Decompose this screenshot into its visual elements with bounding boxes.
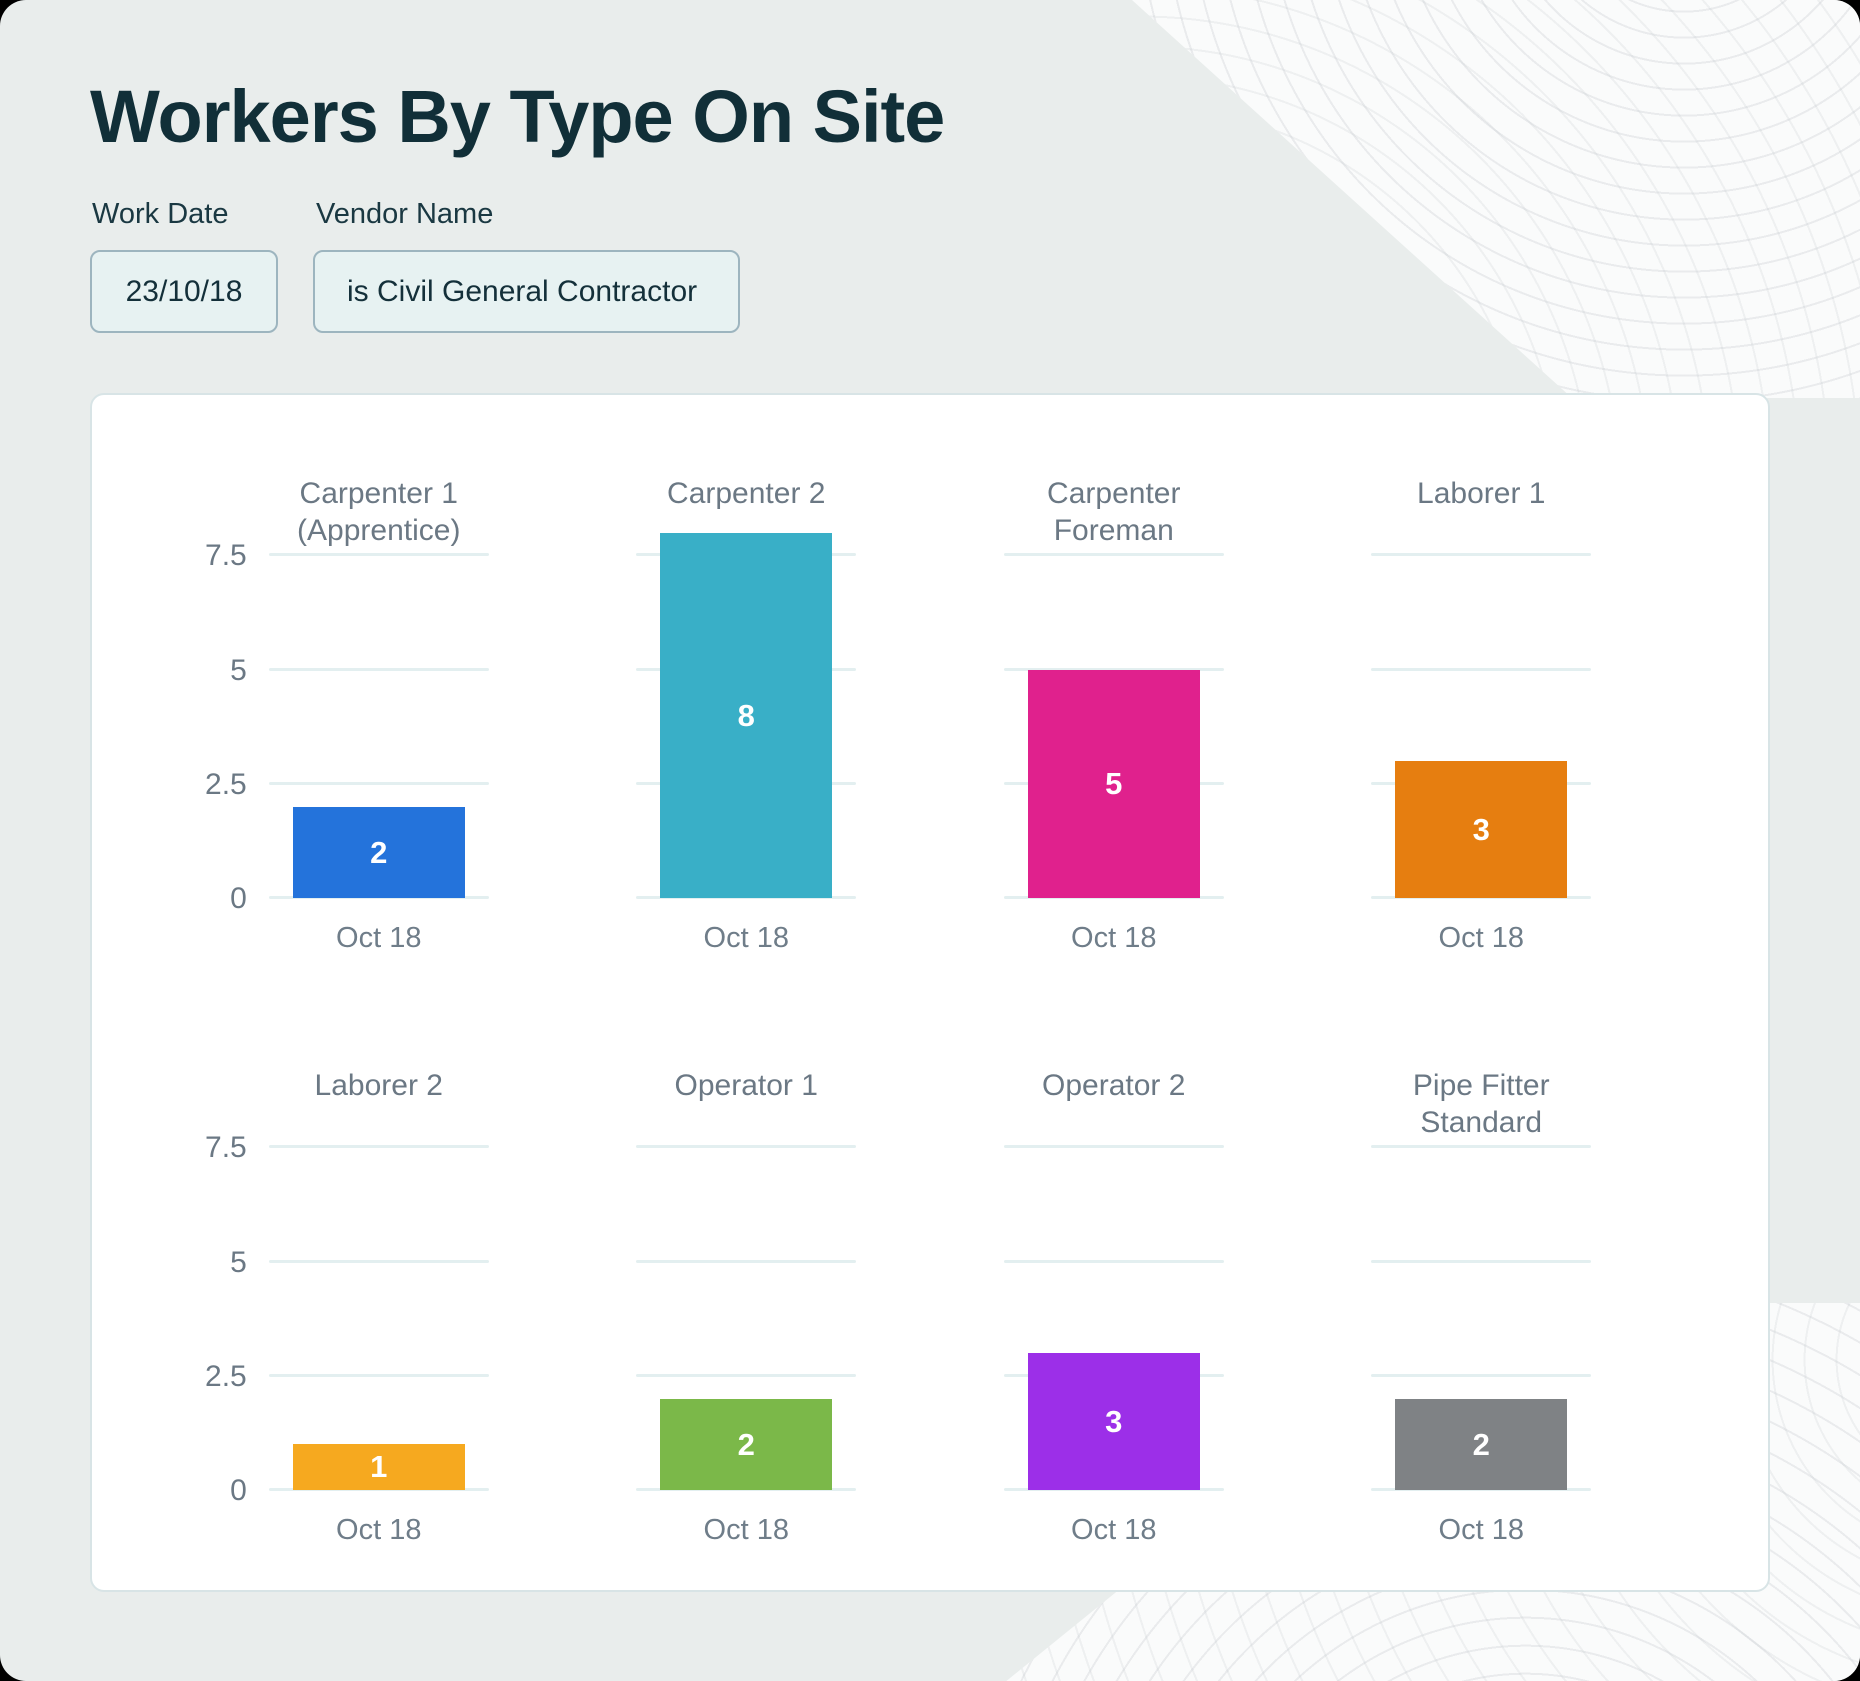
gridline	[1371, 1374, 1592, 1377]
bar-value-label: 5	[1105, 766, 1123, 801]
gridline	[268, 1260, 489, 1263]
chart-cell: Laborer 1 3 Oct 18	[1298, 475, 1666, 955]
chart-cell: Operator 1 2 Oct 18	[563, 1067, 931, 1547]
x-axis-label: Oct 18	[1438, 922, 1524, 954]
bar: 3	[1395, 761, 1568, 898]
gridline	[1003, 668, 1224, 671]
x-axis-label: Oct 18	[1438, 1514, 1524, 1546]
y-axis-tick: 5	[230, 1246, 247, 1279]
plot-area: 7.5 5 2.5 0 2	[205, 509, 489, 915]
chart-row-2: Laborer 2 7.5 5 2.5 0 1 Oct 18 Op	[195, 1067, 1665, 1547]
gridline	[1371, 1260, 1592, 1263]
plot-area: 2	[1371, 1101, 1592, 1491]
y-axis-tick: 0	[230, 882, 247, 915]
chart-title: Laborer 1	[1417, 477, 1546, 510]
bar: 1	[292, 1444, 465, 1490]
chart-title: Operator 1	[674, 1069, 818, 1102]
swirl-texture-top-right	[1132, 0, 1860, 398]
gridline	[636, 1145, 857, 1148]
gridline	[1371, 553, 1592, 556]
bar-value-label: 2	[1472, 1426, 1490, 1462]
gridline	[268, 1145, 489, 1148]
bar: 2	[292, 807, 465, 898]
chart-title: Carpenter 1 (Apprentice)	[297, 477, 461, 547]
bar-value-label: 2	[370, 834, 388, 870]
gridline	[1003, 553, 1224, 556]
y-axis-tick: 2.5	[205, 768, 247, 801]
work-date-label: Work Date	[92, 198, 229, 230]
chart-cell: Operator 2 3 Oct 18	[930, 1067, 1298, 1547]
chart-cell: Laborer 2 7.5 5 2.5 0 1 Oct 18	[195, 1067, 563, 1547]
x-axis-label: Oct 18	[336, 1514, 422, 1546]
chart-title: Carpenter 2	[667, 477, 826, 510]
plot-area: 7.5 5 2.5 0 1	[205, 1101, 489, 1507]
plot-area: 3	[1003, 1101, 1224, 1491]
chart-row-1: Carpenter 1 (Apprentice) 7.5 5 2.5 0 2 O…	[195, 475, 1665, 955]
plot-area: 3	[1371, 509, 1592, 899]
chart-title: Operator 2	[1042, 1069, 1186, 1102]
gridline	[268, 668, 489, 671]
page-title: Workers By Type On Site	[90, 75, 945, 158]
gridline	[636, 1374, 857, 1377]
gridline	[1371, 1145, 1592, 1148]
bar: 2	[1395, 1399, 1568, 1490]
bar-value-label: 3	[1105, 1403, 1123, 1439]
bar-value-label: 1	[370, 1449, 388, 1484]
gridline	[1371, 668, 1592, 671]
chart-cell: Carpenter Foreman 5 Oct 18	[930, 475, 1298, 955]
x-axis-label: Oct 18	[336, 922, 422, 954]
bar: 2	[660, 1399, 833, 1490]
gridline	[1003, 1145, 1224, 1148]
x-axis-label: Oct 18	[703, 1514, 789, 1546]
chart-cell: Pipe Fitter Standard 2 Oct 18	[1298, 1067, 1666, 1547]
x-axis-label: Oct 18	[1071, 922, 1157, 954]
gridline	[1003, 1260, 1224, 1263]
chart-title: Pipe Fitter Standard	[1412, 1069, 1550, 1139]
plot-area: 2	[636, 1101, 857, 1491]
chart-title: Laborer 2	[314, 1069, 443, 1102]
gridline	[268, 553, 489, 556]
chart-cell: Carpenter 2 8 Oct 18	[563, 475, 931, 955]
bar: 5	[1027, 670, 1200, 898]
x-axis-label: Oct 18	[703, 922, 789, 954]
plot-area: 8	[636, 509, 857, 899]
x-axis-label: Oct 18	[1071, 1514, 1157, 1546]
y-axis-tick: 0	[230, 1474, 247, 1507]
plot-area: 5	[1003, 509, 1224, 899]
bar: 3	[1027, 1353, 1200, 1490]
bar-value-label: 8	[737, 697, 755, 733]
bar: 8	[660, 533, 833, 898]
bar-value-label: 3	[1472, 811, 1490, 847]
chart-cell: Carpenter 1 (Apprentice) 7.5 5 2.5 0 2 O…	[195, 475, 563, 955]
charts-card: Carpenter 1 (Apprentice) 7.5 5 2.5 0 2 O…	[90, 393, 1770, 1592]
y-axis-tick: 7.5	[205, 1131, 247, 1164]
work-date-input[interactable]: 23/10/18	[90, 250, 278, 333]
y-axis-tick: 7.5	[205, 539, 247, 572]
gridline	[268, 782, 489, 785]
gridline	[268, 1374, 489, 1377]
vendor-name-input[interactable]: is Civil General Contractor	[313, 250, 740, 333]
gridline	[636, 1260, 857, 1263]
bar-value-label: 2	[737, 1426, 755, 1462]
y-axis-tick: 2.5	[205, 1360, 247, 1393]
chart-title: Carpenter Foreman	[1047, 477, 1181, 547]
vendor-name-label: Vendor Name	[316, 198, 494, 230]
y-axis-tick: 5	[230, 654, 247, 687]
